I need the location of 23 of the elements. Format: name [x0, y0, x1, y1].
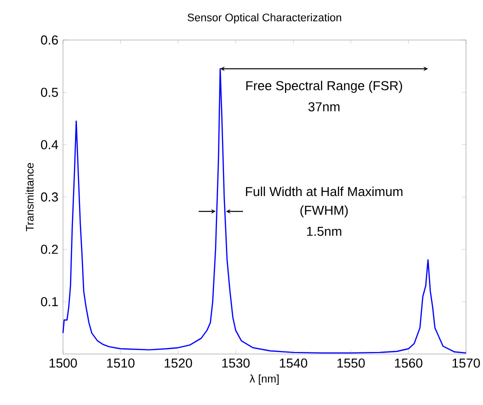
x-tick-label: 1560	[395, 358, 422, 368]
x-tick-label: 1500	[50, 358, 77, 368]
annotation: 1.5nm	[307, 226, 342, 236]
y-tick-label: 0.3	[40, 192, 58, 202]
x-tick-label: 1540	[280, 358, 308, 368]
line-series	[62, 68, 467, 354]
y-tick-label: 0.6	[40, 35, 58, 45]
x-tick-label: 1510	[107, 358, 134, 368]
y-axis-title: Transmittance	[26, 162, 34, 232]
annotation: (FWHM)	[300, 205, 348, 218]
y-tick-label: 0.4	[40, 140, 58, 150]
chart-title: Sensor Optical Characterization	[188, 13, 342, 24]
y-tick-label: 0.2	[40, 244, 58, 254]
annotation: 37nm	[308, 102, 340, 112]
x-tick-label: 1530	[222, 358, 250, 368]
x-tick-label: 1520	[164, 358, 192, 368]
x-tick-label: 1550	[337, 358, 365, 368]
annotation: Full Width at Half Maximum	[246, 186, 402, 196]
y-tick-label: 0.1	[40, 297, 58, 306]
y-tick-label: 0.5	[40, 88, 58, 97]
annotation: Free Spectral Range (FSR)	[246, 80, 402, 93]
x-tick-label: 1570	[452, 358, 480, 368]
x-axis-title: λ [nm]	[250, 374, 279, 385]
